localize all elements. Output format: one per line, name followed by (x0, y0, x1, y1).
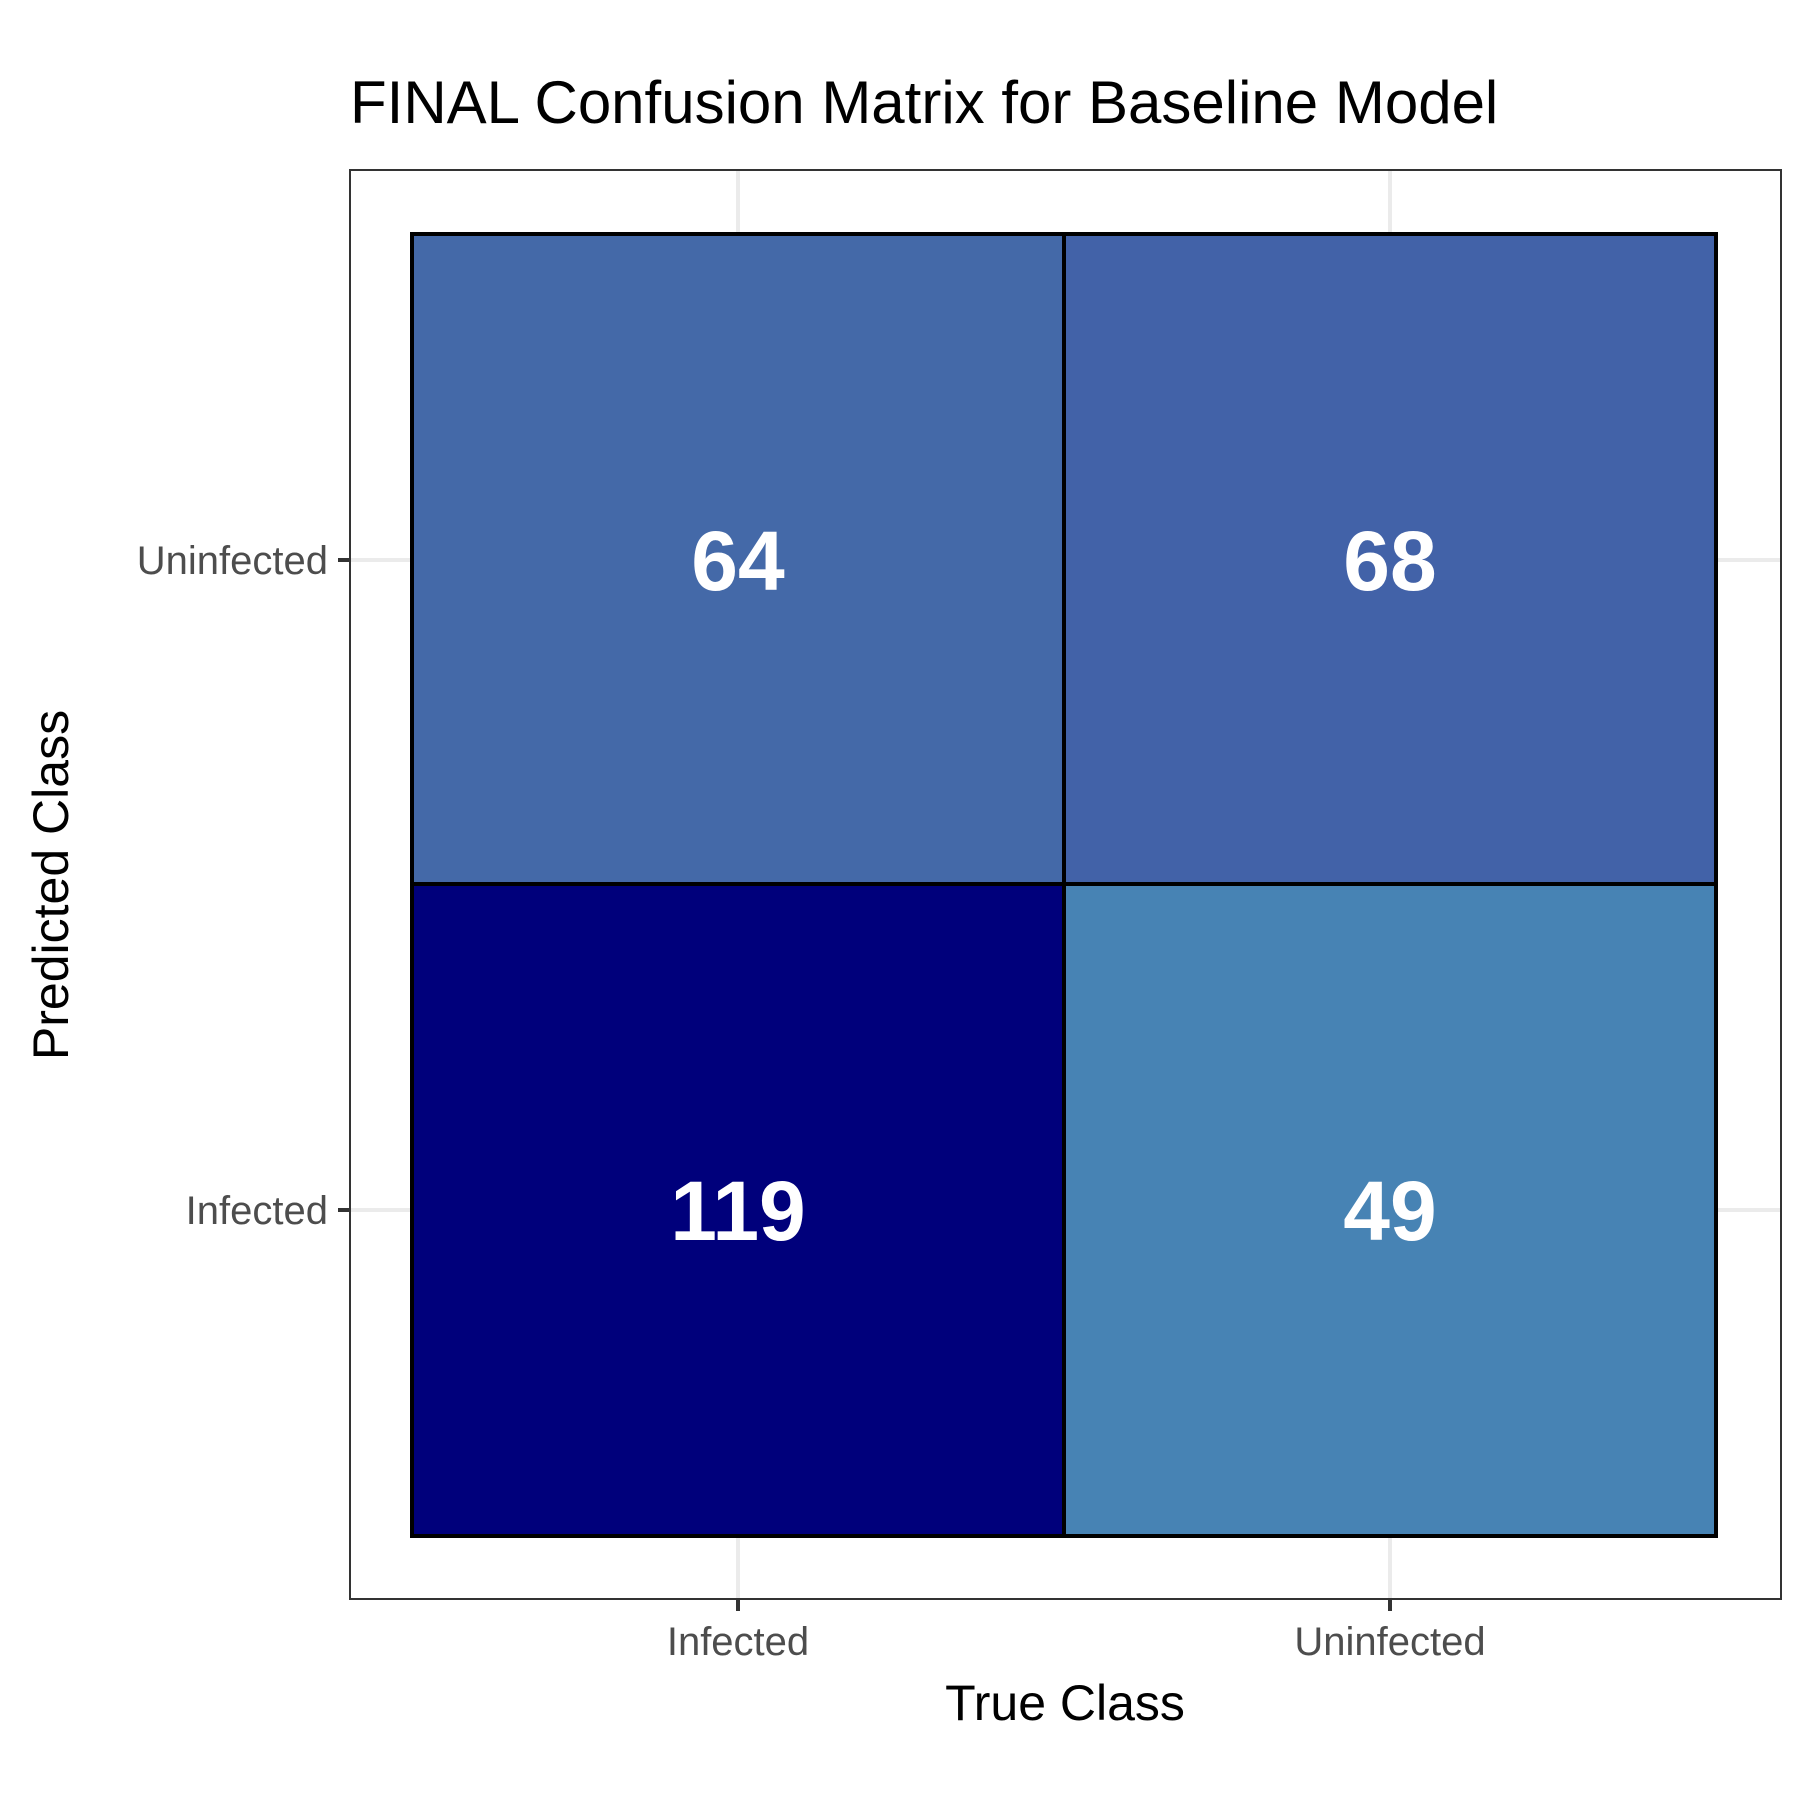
y-axis-title: Predicted Class (23, 710, 79, 1060)
x-axis: Infected Uninfected (667, 1599, 1486, 1664)
x-tick-label-uninfected: Uninfected (1294, 1620, 1485, 1664)
cell-value-labels: 64 68 119 49 (670, 514, 1436, 1258)
cell-pred-infected-uninfected (1062, 882, 1718, 1538)
y-tick-label-uninfected: Uninfected (137, 539, 328, 583)
heatmap-cells (410, 232, 1718, 1538)
y-axis: Infected Uninfected (137, 539, 350, 1233)
cell-pred-infected-infected (410, 882, 1066, 1538)
x-axis-title: True Class (945, 1675, 1185, 1731)
cell-value-infected-infected: 119 (670, 1164, 806, 1258)
cell-value-infected-uninfected: 49 (1343, 1164, 1436, 1258)
cell-value-uninfected-uninfected: 68 (1343, 514, 1436, 608)
y-tick-label-infected: Infected (186, 1189, 328, 1233)
cell-value-uninfected-infected: 64 (691, 514, 785, 608)
plot-panel: 64 68 119 49 (349, 169, 1782, 1600)
chart-title: FINAL Confusion Matrix for Baseline Mode… (350, 69, 1498, 136)
cell-pred-uninfected-uninfected (1062, 232, 1718, 888)
panel-border (349, 169, 1782, 1600)
x-tick-label-infected: Infected (667, 1620, 809, 1664)
